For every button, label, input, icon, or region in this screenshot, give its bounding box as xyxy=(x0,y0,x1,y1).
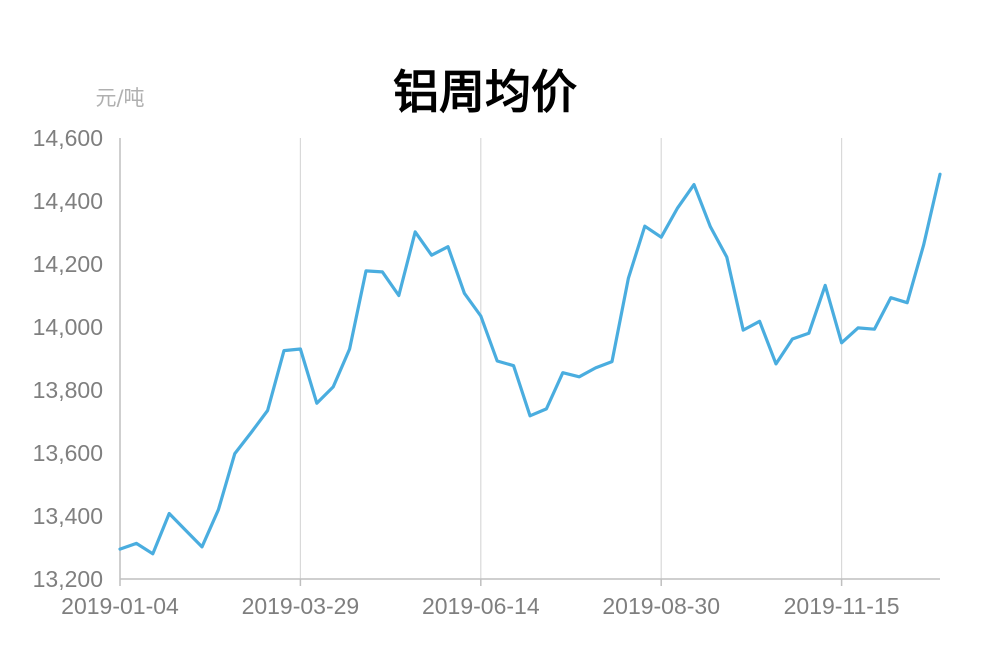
y-tick-label: 14,400 xyxy=(33,188,103,214)
x-tick-label: 2019-08-30 xyxy=(602,593,720,619)
x-tick-label: 2019-06-14 xyxy=(422,593,540,619)
price-series-line xyxy=(118,172,942,556)
y-tick-label: 13,800 xyxy=(33,377,103,403)
axes xyxy=(119,138,940,580)
y-tick-label: 14,000 xyxy=(33,314,103,340)
gridlines xyxy=(299,138,843,579)
y-axis-ticks: 13,200 13,400 13,600 13,800 14,000 14,200 14,4… xyxy=(33,125,103,592)
x-tick-label: 2019-11-15 xyxy=(784,593,900,619)
y-tick-label: 13,600 xyxy=(33,440,103,466)
y-tick-label: 14,200 xyxy=(33,251,103,277)
y-tick-label: 13,400 xyxy=(33,503,103,529)
x-axis-ticks: 2019-01-04 2019-03-29 2019-06-14 2019-08-30… xyxy=(61,579,900,619)
y-tick-label: 14,600 xyxy=(33,125,103,151)
x-tick-label: 2019-03-29 xyxy=(242,593,360,619)
chart-title: 铝周均价 xyxy=(393,65,577,119)
x-tick-label: 2019-01-04 xyxy=(61,593,179,619)
y-axis-unit-label: 元/吨 xyxy=(95,86,144,110)
series-group xyxy=(118,172,942,556)
y-tick-label: 13,200 xyxy=(33,566,103,592)
